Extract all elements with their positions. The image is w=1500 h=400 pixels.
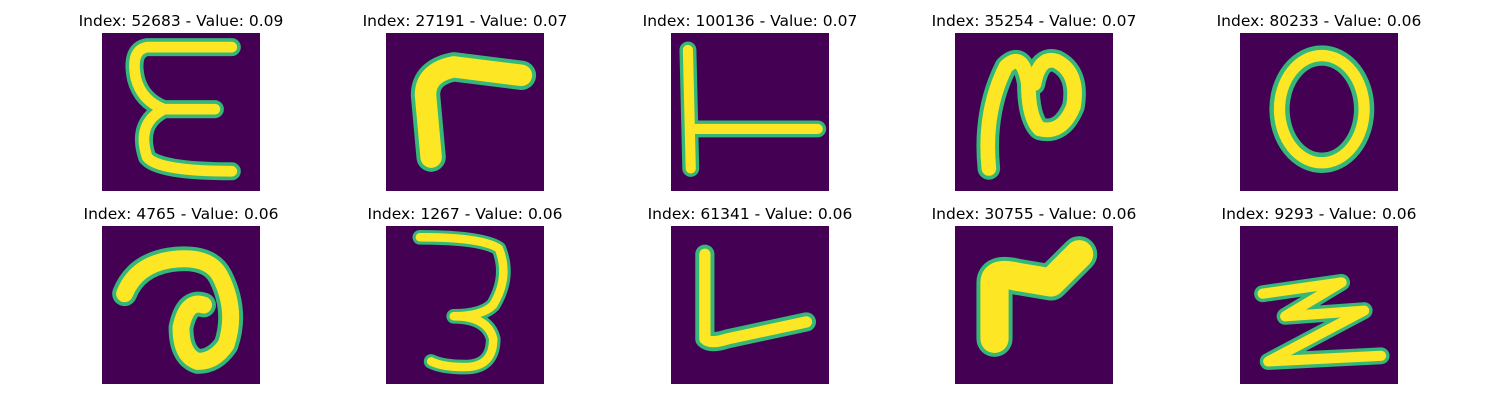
sample-image-r-like-bold — [955, 226, 1113, 384]
sample-title: Index: 52683 - Value: 0.09 — [78, 12, 284, 30]
sample-title: Index: 80233 - Value: 0.06 — [1216, 12, 1422, 30]
sample-tile-5: Index: 80233 - Value: 0.06 — [1179, 10, 1459, 191]
sample-tile-7: Index: 1267 - Value: 0.06 — [325, 203, 605, 384]
sample-tile-10: Index: 9293 - Value: 0.06 — [1179, 203, 1459, 384]
sample-tile-8: Index: 61341 - Value: 0.06 — [610, 203, 890, 384]
sample-title: Index: 30755 - Value: 0.06 — [931, 205, 1137, 223]
sample-image-e-like — [102, 33, 260, 191]
sample-image-l — [671, 226, 829, 384]
sample-title: Index: 1267 - Value: 0.06 — [367, 205, 563, 223]
sample-tile-9: Index: 30755 - Value: 0.06 — [894, 203, 1174, 384]
sample-title: Index: 27191 - Value: 0.07 — [362, 12, 568, 30]
sample-image-o — [1240, 33, 1398, 191]
sample-tile-6: Index: 4765 - Value: 0.06 — [41, 203, 321, 384]
sample-tile-3: Index: 100136 - Value: 0.07 — [610, 10, 890, 191]
sample-title: Index: 4765 - Value: 0.06 — [83, 205, 279, 223]
sample-tile-2: Index: 27191 - Value: 0.07 — [325, 10, 605, 191]
sample-title: Index: 100136 - Value: 0.07 — [642, 12, 858, 30]
sample-image-r-like — [386, 33, 544, 191]
sample-tile-1: Index: 52683 - Value: 0.09 — [41, 10, 321, 191]
sample-image-z-like — [1240, 226, 1398, 384]
sample-title: Index: 61341 - Value: 0.06 — [647, 205, 853, 223]
sample-title: Index: 9293 - Value: 0.06 — [1221, 205, 1417, 223]
sample-title: Index: 35254 - Value: 0.07 — [931, 12, 1137, 30]
sample-tile-4: Index: 35254 - Value: 0.07 — [894, 10, 1174, 191]
sample-image-n-like — [955, 33, 1113, 191]
sample-image-3 — [386, 226, 544, 384]
sample-image-t-rotated — [671, 33, 829, 191]
sample-image-a-like — [102, 226, 260, 384]
